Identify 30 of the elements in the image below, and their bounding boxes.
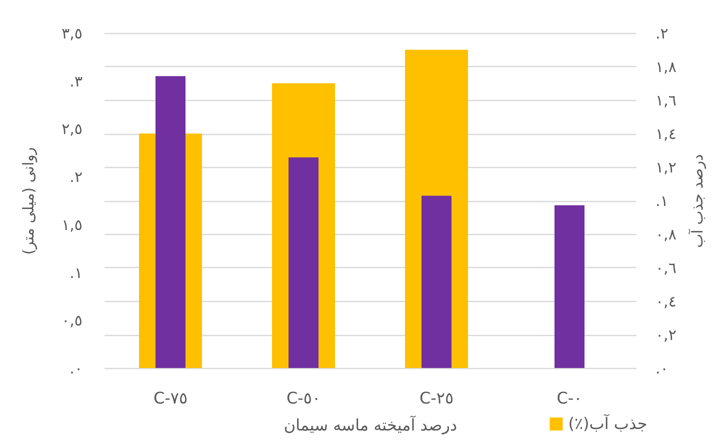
bar bbox=[554, 205, 584, 368]
y-tick-label: ١. bbox=[70, 264, 82, 282]
bar bbox=[288, 157, 318, 368]
y2-tick-label: ١. bbox=[656, 192, 668, 210]
bar bbox=[422, 196, 452, 368]
y2-tick-label: ٠. bbox=[656, 360, 668, 378]
x-tick-label: C-٢٥ bbox=[419, 388, 454, 408]
y-tick-label: ٢. bbox=[70, 168, 82, 186]
y-tick-label: ٣,٥ bbox=[62, 24, 82, 42]
x-axis-title: درصد آمیخته ماسه سیمان bbox=[284, 414, 458, 434]
x-tick-label: C-٧٥ bbox=[153, 388, 188, 408]
y2-tick-label: ١,٨ bbox=[656, 58, 676, 76]
y2-tick-label: ١,٢ bbox=[656, 158, 676, 176]
y2-axis-title: درصد جذب آب bbox=[688, 154, 706, 248]
y2-tick-label: ٢. bbox=[656, 24, 668, 42]
y-tick-label: ٢,٥ bbox=[62, 120, 82, 138]
y2-tick-label: ٠,٢ bbox=[656, 326, 676, 344]
y-tick-label: ٠,٥ bbox=[62, 312, 82, 330]
y2-tick-label: ٠,٨ bbox=[656, 226, 676, 244]
y2-tick-label: ٠,٦ bbox=[656, 259, 676, 277]
y2-tick-label: ٠,٤ bbox=[656, 292, 676, 310]
x-tick-label: C-٥٠ bbox=[286, 388, 321, 408]
y-tick-label: ٣. bbox=[70, 72, 82, 90]
x-tick-label: C-٠ bbox=[556, 388, 582, 408]
y-tick-label: ١,٥ bbox=[62, 216, 82, 234]
y2-tick-label: ١,٦ bbox=[656, 92, 676, 110]
y-tick-label: ٠. bbox=[70, 360, 82, 378]
y-axis-title: روانی (میلی متر) bbox=[20, 147, 38, 255]
legend-label: جذب آب(٪) bbox=[568, 413, 648, 433]
y2-tick-label: ١,٤ bbox=[656, 125, 676, 143]
